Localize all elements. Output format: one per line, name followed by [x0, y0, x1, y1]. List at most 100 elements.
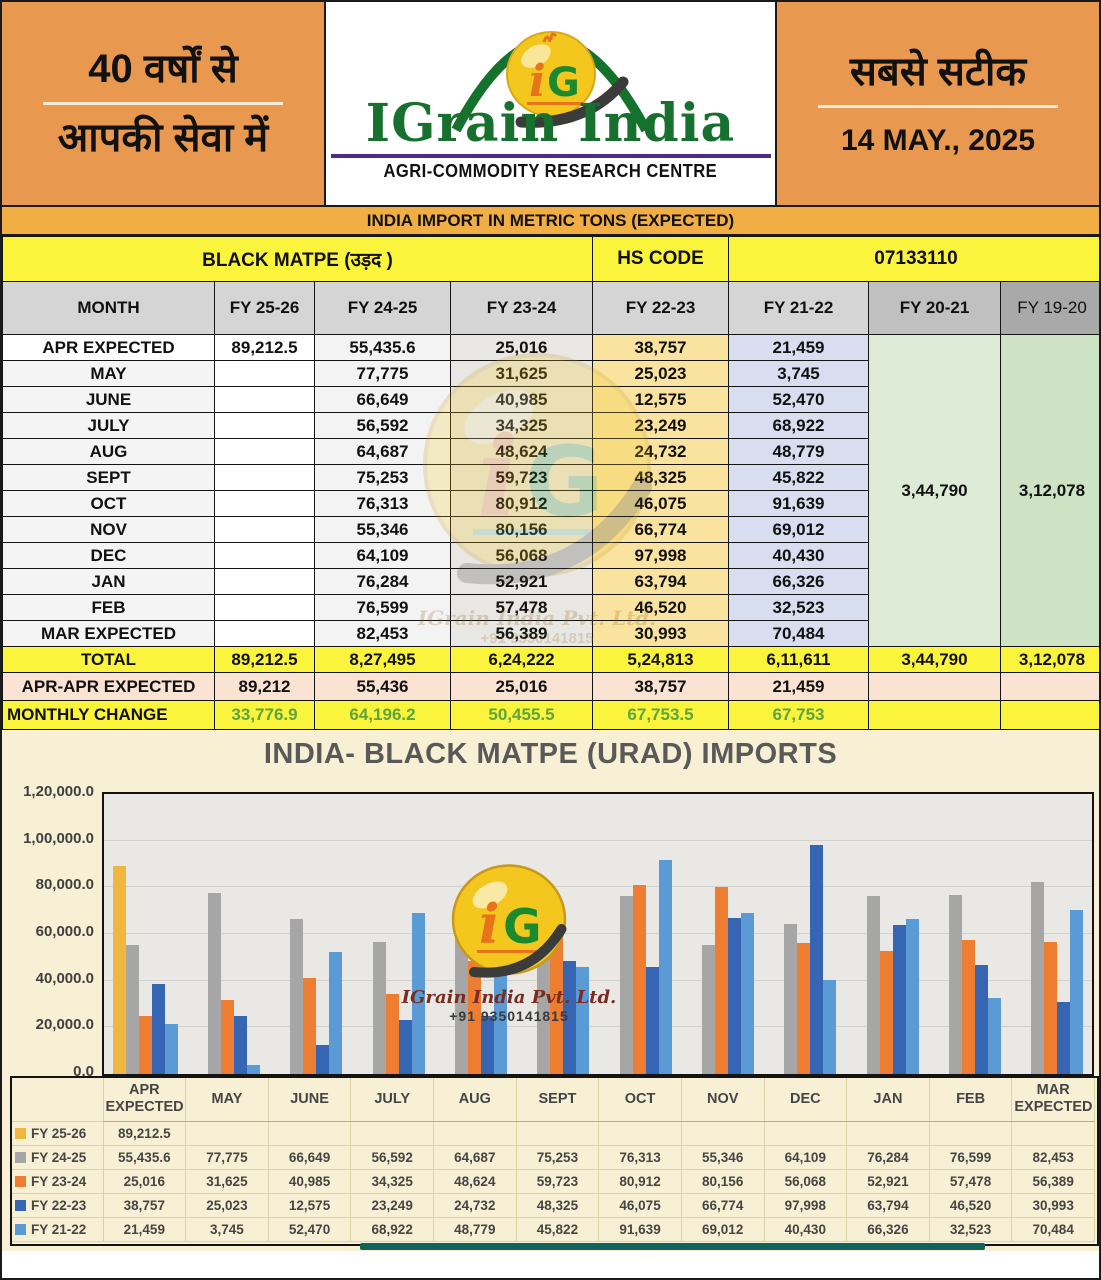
value-cell: 25,016: [450, 334, 593, 361]
legend-value-cell: [846, 1121, 930, 1146]
total-cell: 89,212.5: [214, 646, 315, 673]
legend-value-cell: 66,326: [846, 1217, 930, 1242]
month-cell: SEPT: [2, 464, 215, 491]
svg-text:G: G: [547, 60, 580, 106]
chart-bar: [125, 944, 139, 1074]
month-cell: JUNE: [2, 386, 215, 413]
col-fy2526: FY 25-26: [214, 281, 315, 335]
total-cell: 5,24,813: [592, 646, 729, 673]
legend-value-cell: 70,484: [1011, 1217, 1095, 1242]
chart-legend-table: APR EXPECTED MAY JUNE JULY AUG SEPT OCT NOV DEC J…: [10, 1076, 1095, 1242]
value-cell: 66,649: [314, 386, 451, 413]
y-tick-label: 1,20,000.0: [23, 783, 94, 800]
value-cell: 12,575: [592, 386, 729, 413]
chart-bar: [619, 895, 633, 1074]
total-cell: 6,11,611: [728, 646, 869, 673]
value-cell: 32,523: [728, 594, 869, 621]
tagline-years: 40 वर्षों से: [88, 47, 238, 91]
legend-value-cell: 24,732: [433, 1193, 517, 1218]
legend-value-cell: [1011, 1121, 1095, 1146]
header: 40 वर्षों से आपकी सेवा में i G IGrain In…: [2, 2, 1099, 207]
bar-group-oct: [598, 794, 680, 1074]
x-axis-label: SEPT: [515, 1076, 600, 1122]
monthly-change-cell: 67,753: [728, 700, 869, 730]
chart-bar: [905, 919, 919, 1074]
apr-apr-cell: 25,016: [450, 672, 593, 701]
legend-value-cell: 31,625: [185, 1169, 269, 1194]
table-row: MAR EXPECTED 82,453 56,389 30,993 70,484: [2, 620, 1100, 647]
chart-bar: [385, 993, 399, 1074]
legend-value-cell: 12,575: [267, 1193, 352, 1218]
commodity-name: BLACK MATPE (उड़द ): [2, 236, 593, 282]
legend-series-row: FY 22-23 38,757 25,023 12,575 23,249 24,732 48…: [10, 1193, 1095, 1218]
value-cell: 64,109: [314, 542, 451, 569]
legend-value-cell: 76,599: [928, 1145, 1013, 1170]
value-cell: 56,389: [450, 620, 593, 647]
tagline-service: आपकी सेवा में: [57, 116, 269, 160]
col-fy2122: FY 21-22: [728, 281, 869, 335]
chart-title: INDIA- BLACK MATPE (URAD) IMPORTS: [263, 738, 838, 770]
x-axis-label: NOV: [680, 1076, 765, 1122]
legend-value-cell: 3,745: [185, 1217, 269, 1242]
legend-value-cell: [928, 1121, 1013, 1146]
svg-text:i: i: [529, 56, 546, 107]
legend-value-cell: 66,774: [680, 1193, 765, 1218]
header-right-panel: सबसे सटीक 14 MAY., 2025: [777, 2, 1099, 205]
chart-bar: [454, 923, 468, 1074]
value-cell: [214, 438, 315, 465]
legend-value-cell: 76,284: [846, 1145, 930, 1170]
bar-group-feb: [927, 794, 1009, 1074]
legend-value-cell: 48,624: [433, 1169, 517, 1194]
apr-apr-cell: 55,436: [314, 672, 451, 701]
chart-bar: [164, 1023, 178, 1074]
month-cell: NOV: [2, 516, 215, 543]
legend-value-cell: 66,649: [267, 1145, 352, 1170]
legend-value-cell: 48,325: [515, 1193, 600, 1218]
legend-value-cell: [763, 1121, 848, 1146]
col-fy2223: FY 22-23: [592, 281, 729, 335]
chart-bar: [727, 918, 741, 1074]
apr-apr-cell: [999, 672, 1099, 701]
header-brand-panel: i G IGrain India AGRI-COMMODITY RESEARCH…: [324, 2, 777, 205]
value-cell: [214, 594, 315, 621]
chart-bar: [537, 898, 551, 1074]
value-cell: 89,212.5: [214, 334, 315, 361]
legend-series-name: FY 25-26: [10, 1121, 104, 1146]
value-cell: 3,745: [728, 360, 869, 387]
value-cell: [214, 542, 315, 569]
value-cell: 31,625: [450, 360, 593, 387]
chart-bar: [112, 865, 126, 1074]
chart-bar: [961, 939, 975, 1074]
banner-title: INDIA IMPORT IN METRIC TONS (EXPECTED): [2, 207, 1099, 236]
value-cell: 45,822: [728, 464, 869, 491]
legend-value-cell: [598, 1121, 682, 1146]
monthly-change-cell: 50,455.5: [450, 700, 593, 730]
value-cell: 76,599: [314, 594, 451, 621]
legend-value-cell: 64,109: [763, 1145, 848, 1170]
x-axis-label: MAR EXPECTED: [1011, 1076, 1095, 1122]
legend-swatch-icon: [15, 1152, 26, 1163]
total-cell: 6,24,222: [450, 646, 593, 673]
chart-bar: [233, 1015, 247, 1074]
value-cell: [214, 490, 315, 517]
legend-value-cell: 40,430: [763, 1217, 848, 1242]
chart-bar: [151, 983, 165, 1074]
chart-bar: [823, 979, 837, 1074]
total-row: TOTAL 89,212.5 8,27,495 6,24,222 5,24,81…: [2, 646, 1099, 673]
value-cell: 68,922: [728, 412, 869, 439]
legend-value-cell: 56,389: [1011, 1169, 1095, 1194]
total-cell: 8,27,495: [314, 646, 451, 673]
table-row: NOV 55,346 80,156 66,774 69,012: [2, 516, 1100, 543]
legend-value-cell: 63,794: [846, 1193, 930, 1218]
bar-group-sept: [516, 794, 598, 1074]
value-cell: 30,993: [592, 620, 729, 647]
x-axis-label: MAY: [185, 1076, 269, 1122]
value-cell: 38,757: [592, 334, 729, 361]
bar-group-july: [351, 794, 433, 1074]
chart-bar: [1057, 1001, 1071, 1074]
legend-value-cell: 45,822: [515, 1217, 600, 1242]
value-cell: 46,075: [592, 490, 729, 517]
chart-section: INDIA- BLACK MATPE (URAD) IMPORTS 0.0 20,…: [2, 730, 1099, 1251]
bar-group-aug: [433, 794, 515, 1074]
value-cell: 75,253: [314, 464, 451, 491]
